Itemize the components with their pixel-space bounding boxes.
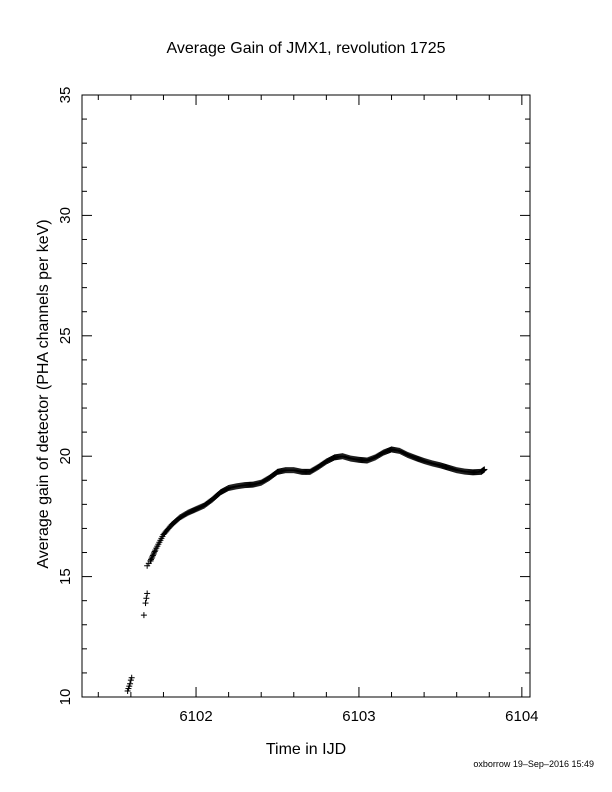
data-point xyxy=(151,548,158,555)
data-point xyxy=(149,553,156,560)
y-tick-label: 35 xyxy=(57,87,74,104)
y-tick-label: 20 xyxy=(57,448,74,465)
data-point xyxy=(127,680,134,687)
data-markers xyxy=(124,446,488,694)
y-tick-label: 25 xyxy=(57,327,74,344)
axis-ticks xyxy=(82,94,530,698)
y-axis-label: Average gain of detector (PHA channels p… xyxy=(35,219,52,568)
footer-credit: oxborrow 19–Sep–2016 15:49 xyxy=(473,759,594,769)
tick-labels: 6102 6103 6104 10 15 20 25 30 35 xyxy=(57,87,539,725)
data-point xyxy=(481,466,488,473)
data-point xyxy=(150,551,157,558)
data-point xyxy=(128,674,135,681)
data-point xyxy=(140,612,147,619)
x-axis-label: Time in IJD xyxy=(266,741,346,758)
chart-title: Average Gain of JMX1, revolution 1725 xyxy=(167,40,446,57)
y-tick-label: 10 xyxy=(57,689,74,706)
data-point xyxy=(148,556,155,563)
data-point xyxy=(151,549,158,556)
x-tick-label: 6104 xyxy=(505,708,538,725)
data-point xyxy=(147,557,154,564)
x-tick-label: 6102 xyxy=(179,708,212,725)
data-point xyxy=(144,590,151,597)
data-point xyxy=(142,600,149,607)
data-point xyxy=(143,595,150,602)
data-point xyxy=(149,552,156,559)
y-tick-label: 30 xyxy=(57,207,74,224)
data-point xyxy=(148,555,155,562)
plot-frame xyxy=(81,94,531,698)
x-tick-label: 6103 xyxy=(342,708,375,725)
y-tick-label: 15 xyxy=(57,568,74,585)
